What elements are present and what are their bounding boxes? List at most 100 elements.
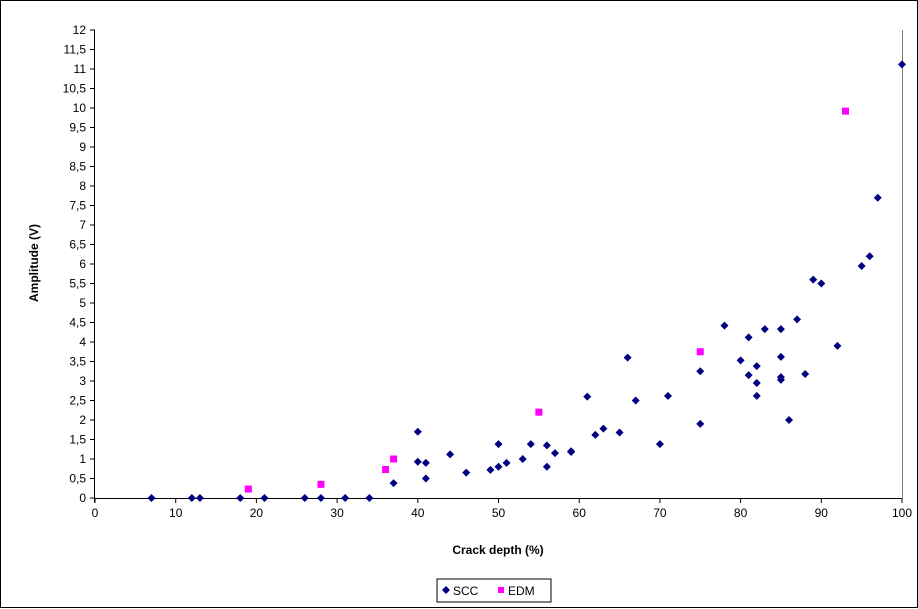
scc-point	[696, 367, 705, 376]
x-axis-ticks: 0 10 20 30 40 50 60 70 80 90 100	[92, 498, 912, 520]
legend-marker-edm	[498, 587, 504, 593]
scc-point	[550, 449, 559, 458]
scc-point	[542, 462, 551, 471]
scc-point	[744, 371, 753, 380]
y-tick-label: 3,5	[69, 355, 86, 369]
y-axis-ticks: 00,511,522,533,544,555,566,577,588,599,5…	[63, 23, 95, 505]
scc-point	[518, 455, 527, 463]
scc-point	[696, 419, 705, 428]
plot-area: 0 10 20 30 40 50 60 70 80 90 100 00,511,522,533,54…	[63, 23, 913, 520]
x-tick-label: 50	[492, 506, 506, 520]
scc-point	[494, 440, 503, 449]
scc-point	[502, 458, 511, 467]
scc-point	[195, 494, 204, 502]
scc-point	[446, 450, 455, 459]
scc-point	[776, 325, 785, 334]
x-axis-title: Crack depth (%)	[452, 543, 543, 557]
y-tick-label: 12	[73, 23, 87, 37]
scc-point	[898, 60, 906, 69]
x-tick-label: 70	[653, 506, 667, 520]
edm-point	[382, 466, 390, 474]
y-axis-title: Amplitude (V)	[27, 224, 41, 302]
scc-point	[752, 391, 761, 400]
y-tick-label: 8	[79, 179, 86, 193]
scc-point	[631, 396, 640, 405]
legend-label-edm: EDM	[508, 584, 535, 598]
data-marks	[147, 60, 906, 502]
y-tick-label: 0,5	[69, 472, 86, 486]
scc-point	[599, 424, 608, 433]
scc-point	[809, 275, 818, 284]
y-tick-label: 4	[79, 335, 86, 349]
scc-point	[187, 494, 196, 502]
y-tick-label: 10	[73, 101, 87, 115]
y-tick-label: 6	[79, 257, 86, 271]
scc-point	[462, 468, 471, 477]
scc-point	[421, 474, 430, 483]
scc-point	[567, 447, 576, 456]
x-tick-label: 100	[892, 506, 912, 520]
y-tick-label: 7,5	[69, 199, 86, 213]
y-tick-label: 5,5	[69, 277, 86, 291]
scc-point	[494, 462, 503, 471]
scc-point	[316, 494, 325, 502]
x-tick-label: 40	[411, 506, 425, 520]
edm-point	[317, 480, 325, 488]
scc-point	[591, 430, 600, 439]
scc-point	[623, 353, 632, 362]
y-tick-label: 1	[79, 452, 86, 466]
edm-point	[244, 485, 252, 493]
scc-point	[526, 440, 535, 449]
x-tick-label: 30	[330, 506, 344, 520]
x-tick-label: 90	[815, 506, 829, 520]
edm-point	[535, 408, 543, 416]
y-tick-label: 9	[79, 140, 86, 154]
y-tick-label: 2	[79, 413, 86, 427]
scc-point	[752, 362, 761, 371]
scc-point	[760, 325, 769, 334]
y-tick-label: 11	[74, 62, 87, 76]
scc-point	[793, 315, 802, 324]
scc-point	[776, 352, 785, 361]
y-tick-label: 6,5	[69, 238, 86, 252]
scc-point	[260, 494, 269, 502]
scc-point	[413, 427, 422, 436]
scc-point	[736, 356, 745, 365]
y-tick-label: 10,5	[63, 82, 87, 96]
scc-point	[663, 391, 672, 400]
scc-point	[873, 193, 882, 202]
x-tick-label: 0	[92, 506, 99, 520]
y-tick-label: 0	[79, 491, 86, 505]
scc-point	[833, 341, 842, 350]
y-tick-label: 7	[79, 218, 86, 232]
scc-point	[865, 252, 874, 261]
x-tick-label: 80	[734, 506, 748, 520]
x-tick-label: 20	[250, 506, 264, 520]
scc-point	[776, 375, 785, 384]
legend: SCC EDM	[436, 578, 552, 603]
scc-point	[542, 441, 551, 450]
y-tick-label: 2,5	[69, 394, 86, 408]
scc-point	[720, 321, 729, 330]
edm-point	[390, 455, 398, 463]
scc-point	[365, 494, 374, 502]
x-tick-label: 60	[573, 506, 587, 520]
scc-point	[147, 494, 156, 502]
scc-point	[421, 458, 430, 467]
legend-label-scc: SCC	[453, 584, 479, 598]
scc-point	[236, 494, 245, 502]
scc-point	[857, 261, 866, 270]
y-tick-label: 8,5	[69, 160, 86, 174]
y-tick-label: 5	[79, 296, 86, 310]
edm-point	[842, 107, 850, 115]
y-tick-label: 11,5	[64, 43, 87, 57]
y-tick-label: 9,5	[69, 121, 86, 135]
scc-point	[785, 416, 794, 424]
scc-point	[389, 479, 398, 488]
scc-point	[413, 457, 422, 466]
scc-point	[752, 378, 761, 387]
y-tick-label: 4,5	[69, 316, 86, 330]
scc-point	[655, 440, 664, 449]
scc-point	[615, 428, 624, 437]
